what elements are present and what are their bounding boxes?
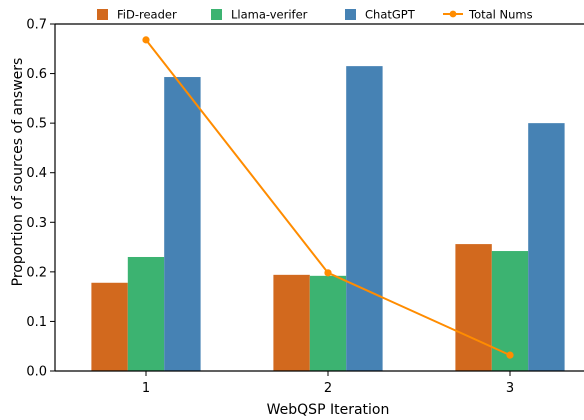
- x-tick-label: 2: [324, 381, 332, 396]
- y-tick-label: 0.3: [26, 216, 47, 231]
- legend-label: Llama-verifer: [231, 8, 308, 22]
- legend-label: ChatGPT: [365, 8, 416, 22]
- bar-fid-reader-1: [91, 282, 128, 371]
- legend-swatch: [97, 9, 108, 20]
- bar-llama-verifer-2: [309, 275, 347, 371]
- bar-chatgpt-3: [528, 123, 565, 372]
- x-axis-label: WebQSP Iteration: [267, 402, 390, 418]
- y-tick-label: 0.5: [26, 117, 47, 132]
- x-tick-label: 1: [142, 381, 150, 396]
- x-tick-label: 3: [506, 381, 514, 396]
- point-total-nums-3: [506, 351, 514, 359]
- legend-item-chatgpt: ChatGPT: [345, 8, 416, 22]
- legend-item-total-nums: Total Nums: [443, 8, 533, 22]
- legend-swatch-marker: [449, 10, 457, 18]
- y-tick-label: 0.4: [26, 166, 47, 181]
- bar-fid-reader-3: [455, 244, 492, 371]
- legend-item-fid-reader: FiD-reader: [97, 8, 177, 22]
- y-tick-label: 0.2: [26, 265, 47, 280]
- legend-item-llama-verifer: Llama-verifer: [211, 8, 308, 22]
- point-total-nums-2: [324, 269, 332, 277]
- axes: 0.0 0.1 0.2 0.3 0.4 0.5 0.6 0.7 1 2 3: [26, 18, 584, 396]
- y-tick-label: 0.6: [26, 67, 47, 82]
- bar-chatgpt-2: [346, 66, 383, 371]
- point-total-nums-1: [142, 36, 150, 44]
- y-tick-label: 0.0: [26, 365, 47, 380]
- bar-fid-reader-2: [273, 274, 310, 371]
- legend-label: Total Nums: [468, 8, 533, 22]
- bar-chatgpt-1: [164, 77, 201, 371]
- bar-llama-verifer-3: [491, 251, 529, 371]
- y-tick-label: 0.7: [26, 18, 47, 33]
- bars-group: [91, 66, 565, 372]
- legend-label: FiD-reader: [117, 8, 177, 22]
- y-axis-label: Proportion of sources of answers: [10, 58, 26, 287]
- bar-llama-verifer-1: [127, 256, 165, 371]
- legend: FiD-reader Llama-verifer ChatGPT Total Nums: [97, 8, 533, 22]
- total-nums-line-group: [142, 36, 514, 359]
- legend-swatch: [211, 9, 222, 20]
- legend-swatch: [345, 9, 356, 20]
- y-tick-label: 0.1: [26, 315, 47, 330]
